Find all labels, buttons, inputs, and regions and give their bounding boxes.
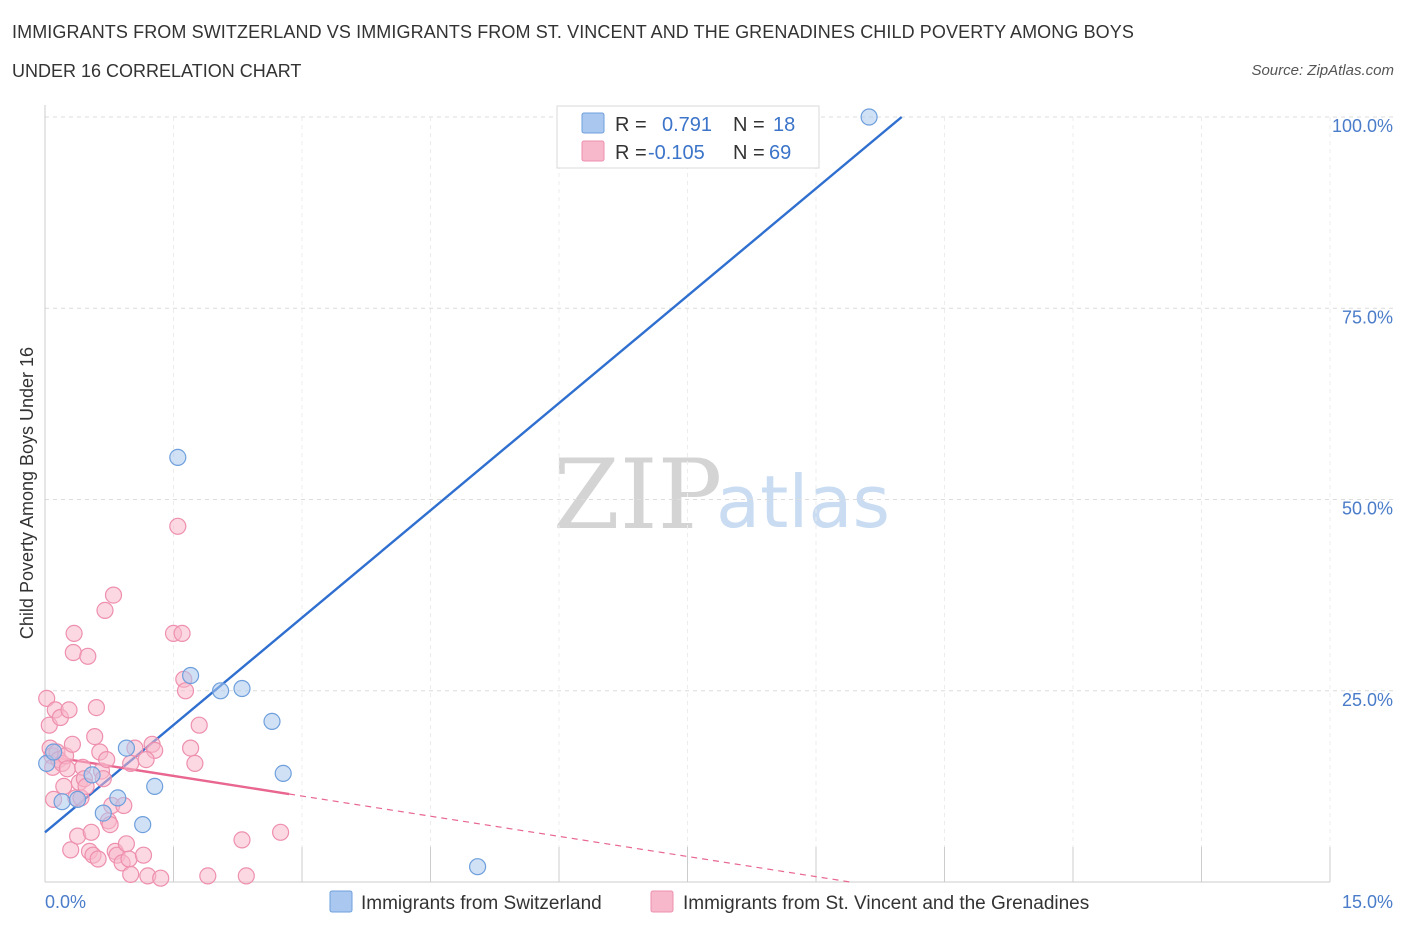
pink-point [152, 869, 170, 887]
pink-point [82, 823, 100, 841]
pink-point [89, 850, 107, 868]
legend-label-switzerland: Immigrants from Switzerland [361, 893, 602, 914]
y-tick-label-50: 50.0% [1342, 499, 1393, 519]
legend-swatch-pink [581, 140, 605, 162]
blue-point [169, 448, 187, 466]
pink-point [104, 586, 123, 604]
pink-point [60, 701, 78, 719]
pink-point [96, 601, 114, 620]
pink-point [55, 777, 73, 796]
pink-point [233, 831, 251, 849]
blue-point [274, 764, 292, 783]
pink-point [169, 517, 187, 535]
watermark: ZIP atlas [553, 439, 890, 551]
legend-n-value-1: 18 [773, 114, 795, 136]
blue-point [182, 666, 200, 685]
pink-point [38, 689, 56, 708]
x-tick-label-max: 15.0% [1342, 892, 1393, 912]
pink-point [79, 647, 97, 665]
pink-point [120, 850, 138, 868]
legend-r-value-2: -0.105 [648, 142, 705, 164]
pink-point [63, 735, 82, 753]
source-label: Source: ZipAtlas.com [1251, 62, 1394, 79]
y-tick-label-25: 25.0% [1342, 690, 1393, 710]
grid-layer [45, 116, 1395, 882]
pink-point [122, 865, 140, 884]
blue-point [94, 804, 112, 822]
pink-point [86, 727, 104, 746]
blue-point [860, 108, 878, 126]
pink-point [137, 750, 155, 769]
blue-point [68, 790, 87, 809]
blue-point [134, 815, 152, 834]
pink-point [186, 754, 204, 773]
legend-r-label-2: R = [615, 142, 647, 164]
pink-point [134, 846, 153, 864]
blue-point [53, 793, 71, 811]
watermark-zip: ZIP [553, 439, 722, 551]
watermark-atlas: atlas [716, 460, 890, 544]
blue-point [83, 766, 101, 784]
blue-point [233, 679, 251, 698]
pink-point [272, 823, 290, 841]
pink-point [190, 716, 208, 734]
pink-point [182, 739, 200, 757]
pink-point [62, 841, 80, 859]
points-layer [38, 108, 878, 887]
blue-point [146, 777, 164, 796]
blue-trend-line [44, 116, 903, 834]
legend-n-label-1: N = [733, 114, 765, 136]
pink-point [87, 698, 106, 717]
blue-point [212, 682, 230, 700]
pink-point [58, 760, 76, 778]
pink-point [64, 643, 82, 662]
legend-r-label-1: R = [615, 114, 647, 136]
correlation-legend: R = 0.791 N = 18 R = -0.105 N = 69 [556, 105, 820, 169]
pink-point [173, 624, 191, 643]
pink-point [122, 754, 140, 773]
x-tick-label-min: 0.0% [45, 892, 86, 912]
blue-point [109, 789, 127, 807]
series-legend: Immigrants from Switzerland Immigrants f… [329, 890, 1089, 914]
pink-point [199, 867, 217, 885]
legend-label-st-vincent: Immigrants from St. Vincent and the Gren… [683, 893, 1089, 914]
pink-point [237, 867, 255, 885]
legend-r-value-1: 0.791 [662, 114, 712, 136]
legend-n-value-2: 69 [769, 142, 791, 164]
chart-subtitle: UNDER 16 CORRELATION CHART [12, 61, 302, 81]
y-tick-label-100: 100.0% [1332, 116, 1393, 136]
y-tick-label-75: 75.0% [1342, 307, 1393, 327]
blue-point [117, 739, 136, 757]
pink-point [98, 750, 116, 769]
blue-point [44, 743, 63, 761]
pink-trend-extension [289, 793, 851, 883]
legend-swatch-switzerland [329, 890, 353, 913]
chart-title: IMMIGRANTS FROM SWITZERLAND VS IMMIGRANT… [12, 22, 1134, 42]
pink-point [65, 624, 83, 643]
axis-layer: 25.0% 50.0% 75.0% 100.0% 0.0% 15.0% [44, 105, 1393, 912]
blue-point [263, 712, 281, 731]
y-axis-label: Child Poverty Among Boys Under 16 [17, 347, 37, 639]
legend-swatch-blue [581, 112, 605, 134]
pink-point [176, 682, 195, 700]
pink-point [117, 835, 136, 853]
legend-n-label-2: N = [733, 142, 765, 164]
blue-point [469, 858, 487, 876]
legend-swatch-st-vincent [650, 890, 674, 913]
